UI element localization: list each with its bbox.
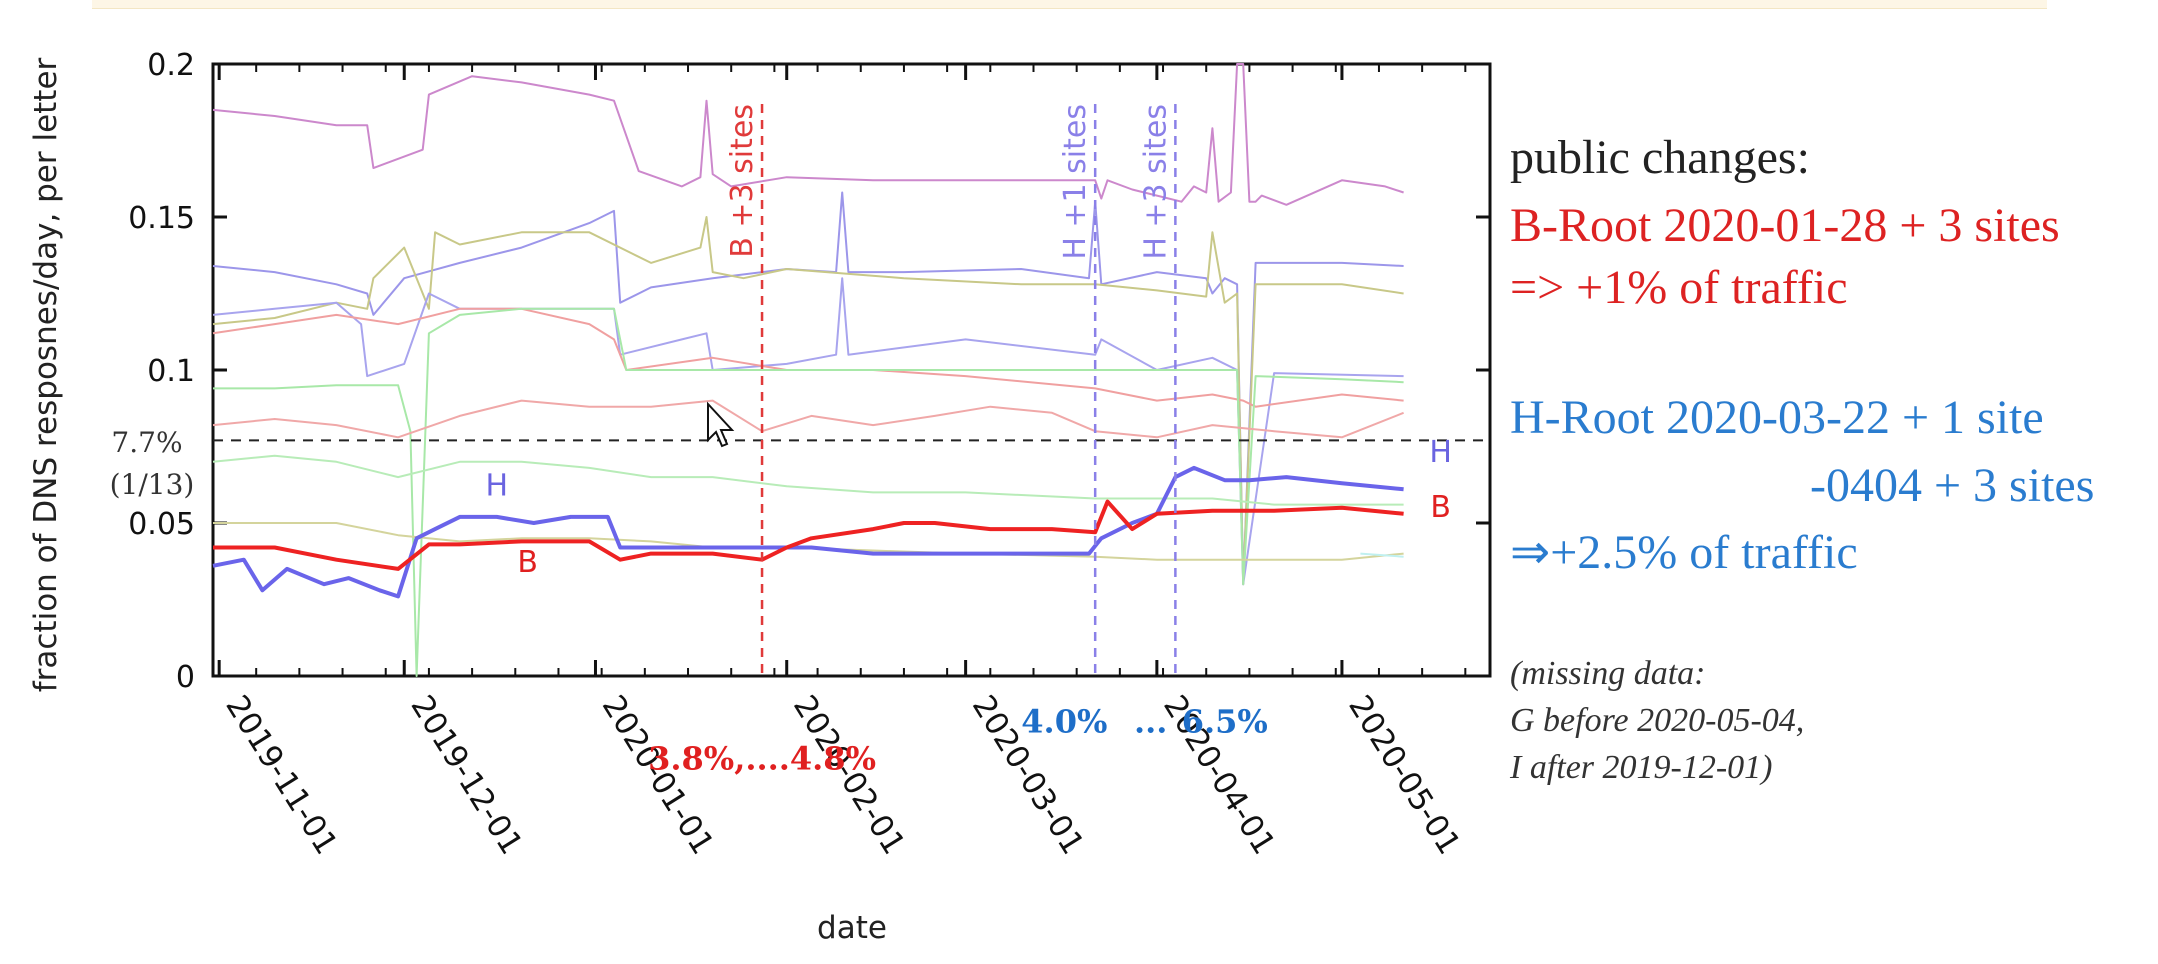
series-label-3: B (1430, 490, 1451, 525)
series-label-0: H (485, 468, 508, 503)
series-label-1: B (517, 545, 538, 580)
y-tick-label-2: 0.1 (147, 354, 195, 389)
h-root-change: H-Root 2020-03-22 + 1 site (1510, 391, 2044, 444)
x-tick-label-6: 2020-05-01 (1341, 689, 1467, 861)
b-root-traffic: => +1% of traffic (1510, 261, 1848, 314)
y-axis-label: fraction of DNS resposnes/day, per lette… (28, 57, 64, 692)
mouse-cursor-icon (707, 401, 735, 448)
missing-data-note-2: G before 2020-05-04, (1510, 702, 1805, 739)
series-label-2: H (1429, 435, 1452, 470)
series-line-9 (1360, 552, 1404, 558)
missing-data-note-3: I after 2019-12-01) (1510, 749, 1773, 786)
x-axis-label: date (817, 910, 887, 946)
h-root-change-2: -0404 + 3 sites (1810, 459, 2095, 512)
event-label-1: H +1 sites (1058, 104, 1093, 260)
annotation-1: 4.0% (1021, 703, 1107, 741)
x-tick-label-1: 2019-12-01 (403, 689, 529, 861)
y-tick-label-4: 0.2 (147, 48, 195, 83)
y-tick-label-3: 0.15 (128, 201, 195, 236)
series-line-3 (212, 277, 1404, 586)
annotation-3: 6.5% (1182, 703, 1268, 741)
reference-line-label-bottom: (1/13) (110, 468, 195, 501)
reference-line-label-top: 7.7% (111, 426, 182, 459)
b-root-change: B-Root 2020-01-28 + 3 sites (1510, 199, 2060, 252)
series-line-11 (213, 499, 1404, 571)
series-line-6 (212, 399, 1404, 439)
h-root-traffic: ⇒+2.5% of traffic (1510, 526, 1858, 579)
top-banner (92, 0, 2047, 9)
series-line-2 (212, 216, 1404, 586)
annotation-0: 3.8%,....4.8% (648, 739, 876, 777)
series-line-10 (212, 465, 1404, 599)
y-tick-label-0: 0 (176, 660, 195, 695)
notes-heading: public changes: (1510, 131, 1810, 184)
annotation-2: ... (1134, 703, 1167, 741)
x-tick-label-0: 2019-11-01 (218, 689, 344, 861)
series-line-5 (213, 307, 1404, 677)
series-line-0 (212, 63, 1404, 206)
series-line-7 (212, 454, 1404, 506)
y-tick-label-1: 0.05 (128, 507, 195, 542)
missing-data-note-1: (missing data: (1510, 655, 1706, 692)
series-line-1 (212, 191, 1404, 586)
event-label-0: B +3 sites (725, 104, 760, 258)
event-label-2: H +3 sites (1138, 104, 1173, 260)
series-line-4 (212, 307, 1404, 408)
